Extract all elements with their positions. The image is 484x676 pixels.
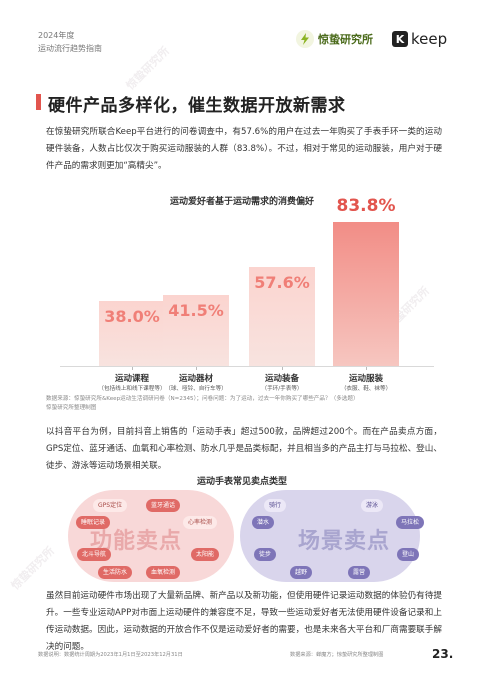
- chart-value-label: 83.8%: [336, 195, 396, 216]
- chart-category-note: （球、哑铃、自行车等）: [165, 386, 227, 392]
- chart-bar: [333, 221, 399, 366]
- scene-pill: 游泳: [361, 499, 384, 512]
- chart-credit: 惊蛰研究所整理制图: [46, 405, 97, 411]
- scene-pill: 马拉松: [396, 516, 425, 529]
- feature-pill: 北斗导航: [77, 548, 112, 561]
- chart-category-note: （手环/手表等）: [261, 386, 303, 392]
- feature-pill: 睡眠记录: [76, 516, 111, 529]
- chart-category-note: （衣服、鞋、袜等）: [340, 386, 392, 392]
- scene-pill: 骑行: [264, 499, 287, 512]
- feature-pill: 太阳能: [191, 548, 220, 561]
- paragraph-intro: 在惊蛰研究所联合Keep平台进行的问卷调查中，有57.6%的用户在过去一年购买了…: [46, 127, 442, 171]
- chart-category-label: 运动服装: [348, 374, 383, 384]
- page-title: 硬件产品多样化，催生数据开放新需求: [48, 96, 346, 116]
- keep-k-icon: K: [392, 31, 408, 47]
- footer-note: 数据说明：数据统计周期为2023年1月1日至2023年12月31日: [38, 652, 183, 658]
- chart-baseline: [60, 366, 434, 367]
- chart-source: 数据来源：惊蛰研究所&Keep运动生活调研问卷（N=2345）；问卷问题：为了运…: [46, 396, 359, 402]
- chart-value-label: 41.5%: [168, 300, 224, 320]
- lightning-icon: [296, 30, 314, 48]
- page-number: 23.: [432, 647, 454, 661]
- feature-pill: 血氧检测: [146, 566, 181, 579]
- jingzhe-logo: 惊蛰研究所: [296, 30, 373, 48]
- keep-logo-text: keep: [411, 30, 448, 48]
- chart-category-label: 运动装备: [264, 374, 299, 384]
- keep-logo: K keep: [392, 30, 447, 48]
- footer-source: 数据来源：蝉魔方；惊蛰研究所整理制图: [290, 652, 384, 658]
- report-year: 2024年度: [38, 31, 75, 40]
- chart-category-label: 运动器材: [178, 374, 213, 384]
- chart-category-label: 运动课程: [114, 374, 149, 384]
- chart-bar: [163, 294, 229, 366]
- scene-feature-label: 场景卖点: [297, 529, 390, 554]
- chart-tick: [132, 366, 133, 370]
- scene-pill: 露营: [348, 566, 371, 579]
- chart-value-label: 38.0%: [104, 306, 160, 326]
- scene-pill: 徒步: [254, 548, 277, 561]
- chart-bar: [99, 300, 165, 366]
- scene-pill: 越野: [290, 566, 313, 579]
- feature-pill: 蓝牙通话: [146, 499, 181, 512]
- report-subtitle: 运动流行趋势指南: [38, 44, 102, 53]
- feature-pill: 心率检测: [183, 516, 218, 529]
- chart-tick: [366, 366, 367, 370]
- chart-tick: [196, 366, 197, 370]
- watermark: 惊蛰研究所: [8, 544, 57, 593]
- features-title: 运动手表常见卖点类型: [196, 477, 287, 487]
- scene-pill: 登山: [397, 548, 420, 561]
- feature-pill: 生活防水: [98, 566, 133, 579]
- chart-category-note: （包括线上和线下课程等）: [98, 386, 166, 392]
- feature-pill: GPS定位: [93, 499, 128, 512]
- scene-pill: 潜水: [252, 516, 275, 529]
- watermark: 惊蛰研究所: [123, 44, 172, 93]
- paragraph-conclusion: 虽然目前运动硬件市场出现了大量新品牌、新产品以及新功能，但使用硬件记录运动数据的…: [46, 591, 442, 652]
- chart-title: 运动爱好者基于运动需求的消费偏好: [169, 197, 314, 207]
- chart-value-label: 57.6%: [254, 272, 310, 292]
- jingzhe-logo-text: 惊蛰研究所: [318, 33, 373, 46]
- chart-bar: [249, 266, 315, 366]
- paragraph-douyin: 以抖音平台为例，目前抖音上销售的「运动手表」超过500款，品牌超过200个。而在…: [46, 427, 442, 471]
- title-accent-bar: [36, 94, 41, 110]
- chart-tick: [282, 366, 283, 370]
